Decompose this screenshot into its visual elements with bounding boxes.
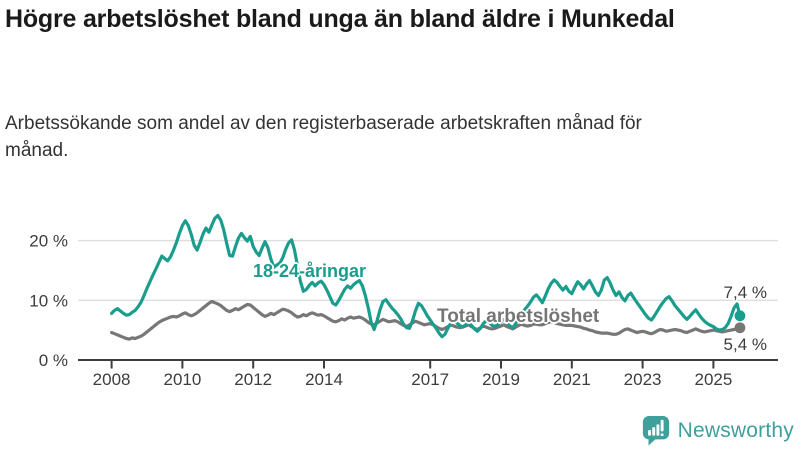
x-axis-label: 2014 — [305, 370, 343, 389]
end-value-label-total: 5,4 % — [723, 335, 767, 354]
x-axis-label: 2021 — [553, 370, 591, 389]
chart-subtitle: Arbetssökande som andel av den registerb… — [5, 113, 642, 161]
y-axis-label: 10 % — [29, 291, 68, 310]
x-axis-label: 2012 — [234, 370, 272, 389]
page-title: Högre arbetslöshet bland unga än bland ä… — [5, 5, 675, 33]
end-dot-Total arbetslöshet — [734, 322, 746, 334]
x-axis-label: 2023 — [624, 370, 662, 389]
newsworthy-wordmark: Newsworthy — [677, 418, 794, 442]
x-axis-label: 2017 — [411, 370, 449, 389]
series-line-Total arbetslöshet — [109, 299, 742, 341]
end-value-label-youth: 7,4 % — [723, 283, 767, 302]
x-axis-label: 2010 — [163, 370, 201, 389]
x-axis-label: 2008 — [93, 370, 131, 389]
y-axis-label: 20 % — [29, 232, 68, 251]
y-axis-label: 0 % — [39, 351, 68, 370]
series-label-youth: 18-24-åringar — [253, 261, 367, 281]
x-axis-label: 2025 — [694, 370, 732, 389]
series-line-18-24-åringar — [109, 213, 742, 339]
x-axis-label: 2019 — [482, 370, 520, 389]
newsworthy-logo: Newsworthy — [641, 415, 794, 446]
newsworthy-chart-bubble-icon — [642, 415, 669, 446]
end-dot-18-24-åringar — [734, 310, 746, 322]
series-label-total: Total arbetslöshet — [437, 306, 600, 327]
